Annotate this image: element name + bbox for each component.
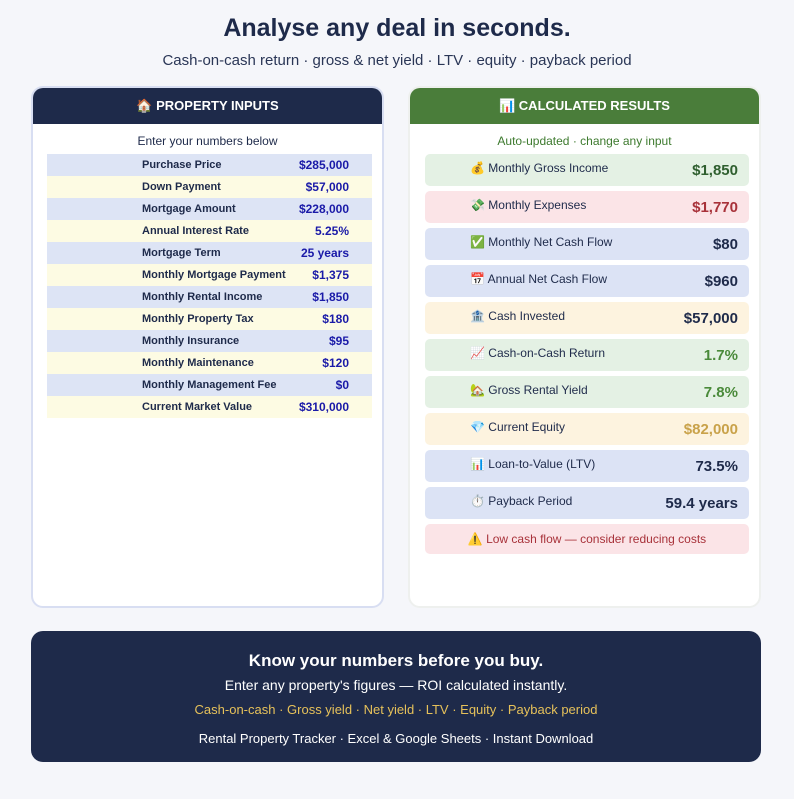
result-row: 📅 Annual Net Cash Flow $960 bbox=[425, 265, 749, 297]
result-value: $57,000 bbox=[683, 310, 738, 327]
result-value: 7.8% bbox=[703, 384, 738, 401]
input-row: Monthly Insurance $95 bbox=[47, 330, 372, 352]
title: Analyse any deal in seconds. bbox=[223, 14, 571, 42]
result-value: $1,850 bbox=[692, 162, 738, 179]
subtitle: Cash-on-cash return · gross & net yield … bbox=[162, 52, 632, 69]
input-value: $0 bbox=[335, 378, 349, 392]
result-row: ⏱️ Payback Period 59.4 years bbox=[425, 487, 749, 519]
result-value: 73.5% bbox=[695, 458, 738, 475]
hint: Enter your numbers below bbox=[137, 134, 278, 148]
result-row: 📊 Loan-to-Value (LTV) 73.5% bbox=[425, 450, 749, 482]
input-row: Monthly Mortgage Payment $1,375 bbox=[47, 264, 372, 286]
result-value: $82,000 bbox=[683, 421, 738, 438]
input-row: Mortgage Amount $228,000 bbox=[47, 198, 372, 220]
input-label: Annual Interest Rate bbox=[142, 225, 249, 237]
input-value: $1,850 bbox=[312, 290, 349, 304]
input-value: $57,000 bbox=[305, 180, 349, 194]
result-label: 💎 Current Equity bbox=[470, 420, 565, 434]
result-label: 💰 Monthly Gross Income bbox=[470, 161, 609, 175]
footer-title: Know your numbers before you buy. bbox=[248, 651, 544, 670]
input-value: $310,000 bbox=[298, 400, 349, 414]
input-label: Purchase Price bbox=[142, 159, 222, 171]
result-label: 💸 Monthly Expenses bbox=[470, 198, 587, 212]
input-label: Current Market Value bbox=[142, 401, 253, 413]
footer-banner: Know your numbers before you buy. Enter … bbox=[31, 631, 761, 762]
panel-header: 📊 CALCULATED RESULTS bbox=[410, 88, 759, 124]
result-value: 1.7% bbox=[703, 347, 738, 364]
result-row: 📈 Cash-on-Cash Return 1.7% bbox=[425, 339, 749, 371]
input-row: Mortgage Term 25 years bbox=[47, 242, 372, 264]
result-label: ⏱️ Payback Period bbox=[470, 494, 573, 508]
result-label: 📊 Loan-to-Value (LTV) bbox=[470, 457, 596, 471]
input-label: Monthly Property Tax bbox=[142, 313, 254, 325]
input-row: Current Market Value $310,000 bbox=[47, 396, 372, 418]
warning: ⚠️ Low cash flow — consider reducing cos… bbox=[425, 524, 749, 554]
result-value: $960 bbox=[704, 273, 738, 290]
input-value: 5.25% bbox=[314, 224, 349, 238]
input-value: $120 bbox=[322, 356, 349, 370]
input-label: Mortgage Term bbox=[142, 247, 221, 259]
inputs-panel: 🏠 PROPERTY INPUTS Enter your numbers bel… bbox=[31, 86, 384, 608]
result-row: ✅ Monthly Net Cash Flow $80 bbox=[425, 228, 749, 260]
result-row: 💰 Monthly Gross Income $1,850 bbox=[425, 154, 749, 186]
input-row: Monthly Management Fee $0 bbox=[47, 374, 372, 396]
result-label: 📈 Cash-on-Cash Return bbox=[470, 346, 605, 360]
panel-header: 🏠 PROPERTY INPUTS bbox=[33, 88, 382, 124]
input-value: $228,000 bbox=[298, 202, 349, 216]
result-row: 🏦 Cash Invested $57,000 bbox=[425, 302, 749, 334]
footer-subtitle: Enter any property's figures — ROI calcu… bbox=[224, 677, 568, 693]
input-row: Monthly Rental Income $1,850 bbox=[47, 286, 372, 308]
input-label: Monthly Maintenance bbox=[142, 357, 254, 369]
input-label: Monthly Rental Income bbox=[142, 291, 263, 303]
results-panel: 📊 CALCULATED RESULTS Auto-updated · chan… bbox=[408, 86, 761, 608]
hint: Auto-updated · change any input bbox=[497, 134, 672, 148]
input-row: Monthly Maintenance $120 bbox=[47, 352, 372, 374]
result-label: 🏦 Cash Invested bbox=[470, 309, 565, 323]
input-label: Monthly Management Fee bbox=[142, 379, 277, 391]
input-value: $180 bbox=[322, 312, 349, 326]
result-value: 59.4 years bbox=[665, 495, 738, 512]
input-value: $285,000 bbox=[298, 158, 349, 172]
footer-tagline: Rental Property Tracker · Excel & Google… bbox=[198, 731, 594, 746]
result-row: 💸 Monthly Expenses $1,770 bbox=[425, 191, 749, 223]
result-row: 💎 Current Equity $82,000 bbox=[425, 413, 749, 445]
result-value: $80 bbox=[712, 236, 738, 253]
input-label: Down Payment bbox=[142, 181, 221, 193]
input-value: $1,375 bbox=[312, 268, 349, 282]
input-value: 25 years bbox=[300, 246, 349, 260]
result-value: $1,770 bbox=[692, 199, 738, 216]
result-label: ✅ Monthly Net Cash Flow bbox=[470, 235, 613, 249]
result-label: 📅 Annual Net Cash Flow bbox=[470, 272, 608, 286]
input-row: Down Payment $57,000 bbox=[47, 176, 372, 198]
input-label: Monthly Mortgage Payment bbox=[142, 269, 286, 281]
input-value: $95 bbox=[328, 334, 349, 348]
input-label: Monthly Insurance bbox=[142, 335, 240, 347]
result-row: 🏡 Gross Rental Yield 7.8% bbox=[425, 376, 749, 408]
input-row: Purchase Price $285,000 bbox=[47, 154, 372, 176]
input-row: Monthly Property Tax $180 bbox=[47, 308, 372, 330]
result-label: 🏡 Gross Rental Yield bbox=[470, 383, 588, 397]
input-row: Annual Interest Rate 5.25% bbox=[47, 220, 372, 242]
input-label: Mortgage Amount bbox=[142, 203, 236, 215]
footer-features: Cash-on-cash · Gross yield · Net yield ·… bbox=[194, 702, 598, 717]
